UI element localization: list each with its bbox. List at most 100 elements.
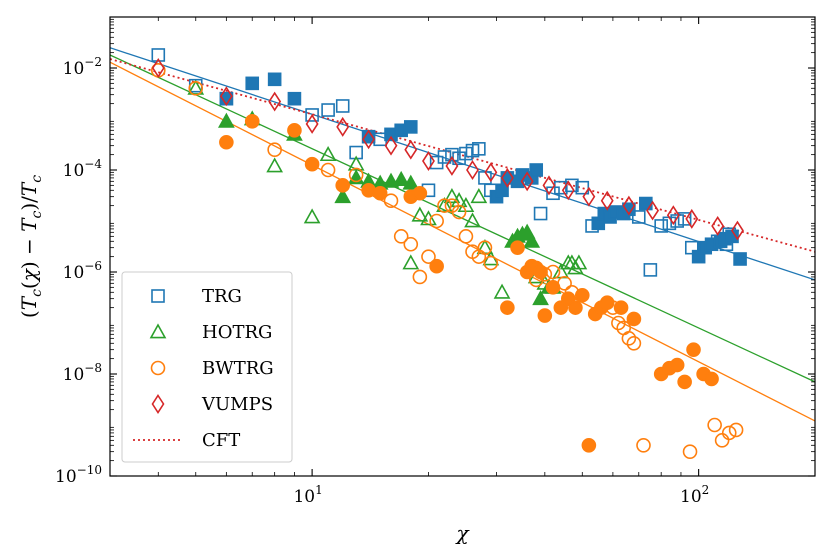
legend-swatch-trg <box>151 289 165 303</box>
y-tick-label: 10−10 <box>55 463 102 487</box>
data-point-vumps-open <box>336 116 350 137</box>
data-point-bwtrg-open <box>403 236 419 252</box>
x-axis-label: χ <box>454 521 470 545</box>
data-point-bwtrg-filled <box>335 178 351 193</box>
data-point-bwtrg-open <box>348 167 364 183</box>
data-point-bwtrg-filled <box>287 123 302 138</box>
data-point-trg-open <box>437 150 452 164</box>
legend-item-trg: TRG <box>151 286 242 307</box>
data-point-vumps-open <box>466 160 479 180</box>
data-point-bwtrg-filled <box>412 185 428 201</box>
legend-swatch-bwtrg <box>150 360 166 376</box>
data-point-bwtrg-filled <box>219 134 234 150</box>
data-point-bwtrg-open <box>412 269 428 285</box>
legend-swatch-hotrg <box>149 323 167 339</box>
x-tick-label: 101 <box>293 483 322 507</box>
data-point-vumps-open <box>730 220 744 241</box>
data-point-vumps-open <box>685 208 699 229</box>
data-point-trg-open <box>305 108 319 122</box>
data-point-vumps-open <box>666 205 680 226</box>
data-point-hotrg-open <box>266 157 284 173</box>
data-point-vumps-open <box>561 180 575 201</box>
data-point-hotrg-open <box>493 283 511 299</box>
data-point-hotrg-filled <box>523 232 541 248</box>
legend-label-cft: CFT <box>202 430 240 451</box>
data-point-hotrg-filled <box>392 170 410 186</box>
legend-item-vumps: VUMPS <box>151 394 273 415</box>
data-point-bwtrg-open <box>714 433 730 448</box>
data-point-trg-filled <box>733 252 747 266</box>
data-point-vumps-open <box>520 171 534 192</box>
data-point-bwtrg-filled <box>704 371 719 387</box>
data-point-bwtrg-open <box>483 255 499 271</box>
data-point-trg-open <box>445 147 459 162</box>
data-point-bwtrg-filled <box>574 287 590 303</box>
data-point-bwtrg-open <box>421 249 436 264</box>
fit-line-cft <box>110 58 815 253</box>
legend-box <box>121 271 293 463</box>
data-point-bwtrg-open <box>611 315 626 331</box>
data-point-bwtrg-filled <box>568 300 583 315</box>
series-hotrg <box>187 79 588 306</box>
data-point-vumps-open <box>445 155 459 176</box>
data-point-vumps-open <box>305 113 319 134</box>
data-point-vumps-open <box>711 215 725 236</box>
data-point-bwtrg-filled <box>599 295 615 311</box>
data-point-vumps-open <box>646 200 660 221</box>
data-point-hotrg-filled <box>402 174 420 190</box>
data-point-vumps-open <box>484 162 498 183</box>
data-point-bwtrg-filled <box>677 374 692 390</box>
data-point-trg-open <box>643 263 658 277</box>
data-point-trg-filled <box>529 163 544 177</box>
data-point-bwtrg-open <box>188 80 204 96</box>
data-point-trg-filled <box>287 91 302 106</box>
data-point-trg-open <box>151 48 166 62</box>
legend-label-bwtrg: BWTRG <box>202 358 274 379</box>
legend-label-vumps: VUMPS <box>201 394 273 415</box>
data-point-trg-filled <box>403 120 418 134</box>
data-point-vumps-open <box>404 139 418 160</box>
data-point-hotrg-open <box>187 79 205 95</box>
data-point-trg-filled <box>245 76 260 91</box>
data-point-hotrg-open <box>402 254 420 270</box>
data-point-bwtrg-filled <box>537 308 553 323</box>
data-point-hotrg-open <box>411 206 429 222</box>
data-point-trg-open <box>654 219 668 233</box>
data-point-trg-open <box>677 212 692 226</box>
series-vumps <box>151 58 744 241</box>
data-point-hotrg-filled <box>334 188 352 204</box>
data-point-vumps-open <box>151 58 165 78</box>
series-bwtrg <box>150 63 744 459</box>
data-point-hotrg-open <box>464 212 481 228</box>
data-point-vumps-open <box>268 91 282 112</box>
y-tick-label: 10−2 <box>63 55 102 79</box>
y-tick-label: 10−8 <box>63 361 102 385</box>
data-point-bwtrg-open <box>721 425 737 441</box>
data-point-bwtrg-open <box>728 422 744 438</box>
legend-label-hotrg: HOTRG <box>202 322 272 343</box>
y-axis-label-text: (Tc(χ) − Tc)/Tc <box>17 175 45 318</box>
data-point-bwtrg-filled <box>545 280 561 295</box>
data-point-vumps-open <box>362 129 376 150</box>
data-point-trg-open <box>335 99 350 113</box>
data-point-bwtrg-open <box>437 198 452 213</box>
plot-frame <box>109 16 816 477</box>
data-point-vumps-open <box>500 167 514 188</box>
data-point-bwtrg-open <box>626 335 642 351</box>
data-point-hotrg-open <box>420 210 437 226</box>
data-point-vumps-open <box>600 190 614 211</box>
data-point-bwtrg-open <box>393 229 409 244</box>
y-axis-label: (Tc(χ) − Tc)/Tc <box>17 175 45 318</box>
data-point-hotrg-open <box>436 197 453 213</box>
data-point-bwtrg-open <box>707 417 722 433</box>
data-point-bwtrg-open <box>621 331 637 346</box>
data-point-trg-open <box>321 103 335 117</box>
data-point-trg-filled <box>267 72 282 87</box>
data-point-bwtrg-filled <box>669 357 685 373</box>
data-point-bwtrg-filled <box>304 156 320 172</box>
data-point-hotrg-open <box>319 146 337 162</box>
axis-ticks: 10−10 10−8 10−6 10−4 10−2 101 102 <box>55 17 815 507</box>
legend-item-hotrg: HOTRG <box>149 322 272 343</box>
data-point-trg-open <box>472 142 486 156</box>
